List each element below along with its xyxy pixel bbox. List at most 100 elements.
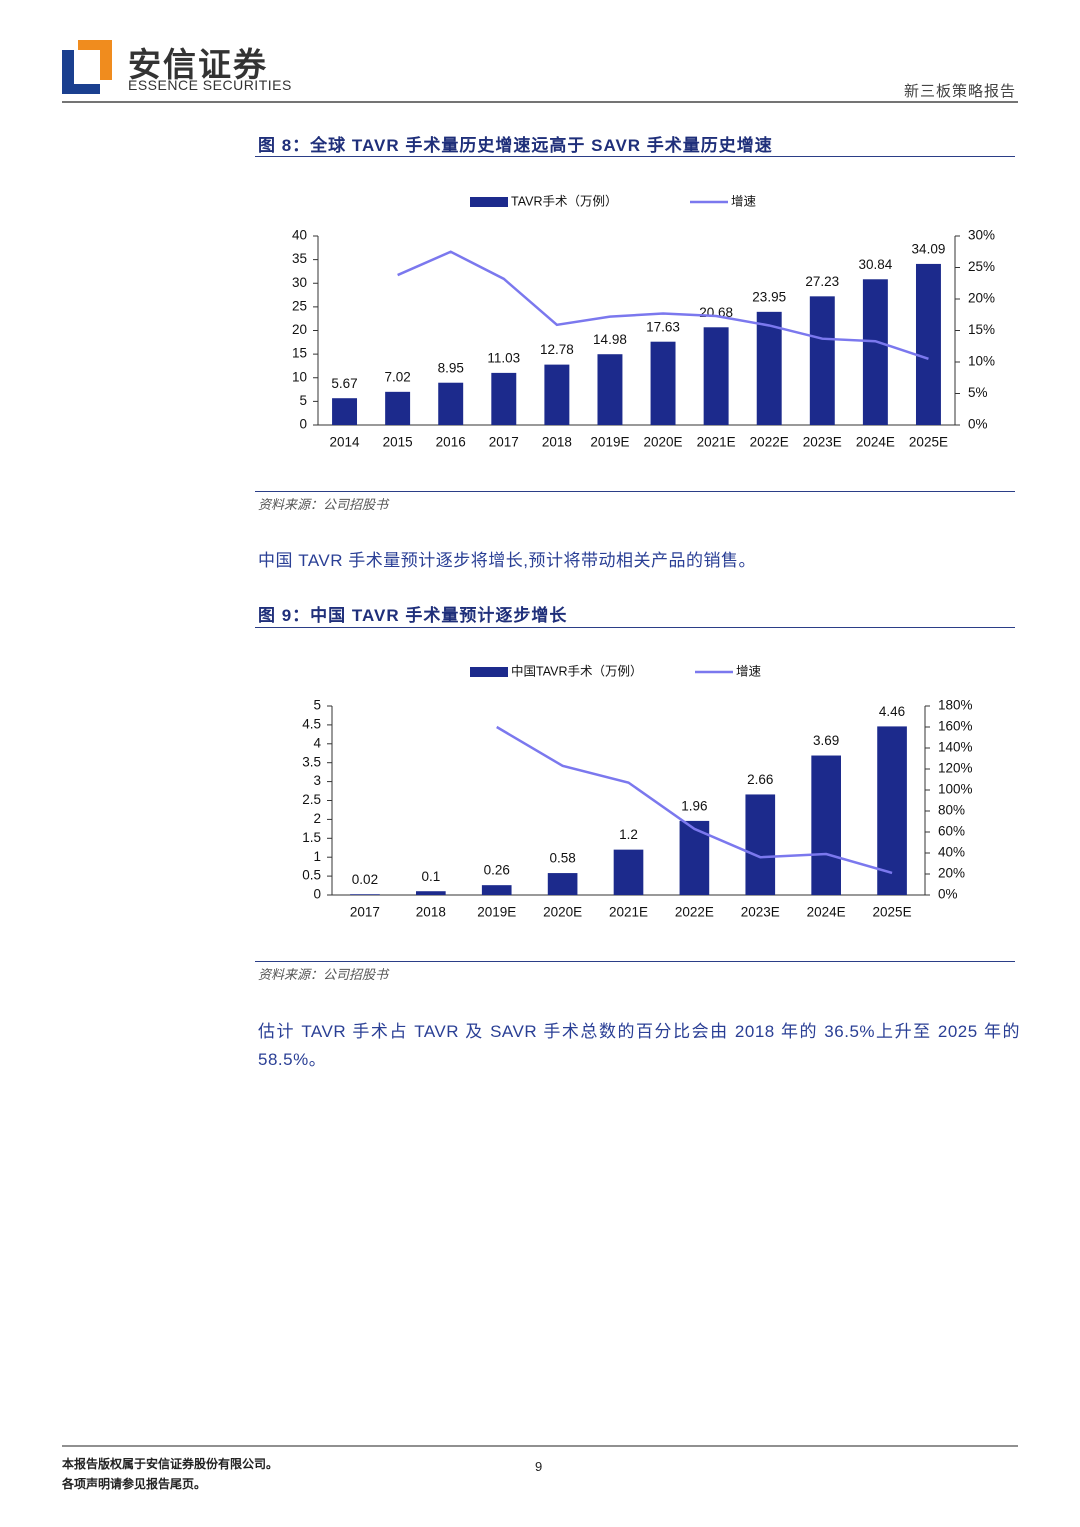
y-tick-label: 20: [292, 322, 307, 337]
source-rule: [255, 491, 1015, 492]
y2-tick-label: 100%: [938, 782, 973, 797]
bar: [385, 391, 411, 425]
bar: [703, 327, 729, 425]
x-tick-label: 2022E: [675, 905, 714, 920]
y2-tick-label: 20%: [938, 866, 965, 881]
bar: [481, 885, 512, 895]
x-tick-label: 2018: [416, 905, 446, 920]
y-tick-label: 1: [313, 849, 321, 864]
x-tick-label: 2019E: [590, 435, 629, 450]
line-series: [397, 250, 929, 361]
legend-label: 增速: [731, 193, 757, 208]
x-tick-label: 2018: [542, 435, 572, 450]
logo-blue: [62, 50, 100, 94]
y2-tick-label: 60%: [938, 824, 965, 839]
x-tick-label: 2023E: [803, 435, 842, 450]
y2-tick-label: 0%: [938, 887, 958, 902]
x-tick-label: 2015: [383, 435, 413, 450]
bar: [547, 873, 578, 895]
data-label: 0.1: [421, 869, 440, 884]
y-tick-label: 0.5: [302, 868, 321, 883]
data-label: 0.58: [549, 851, 575, 866]
figure-source: 资料来源：公司招股书: [258, 967, 389, 982]
data-label: 8.95: [438, 360, 464, 375]
bar: [756, 311, 782, 425]
x-tick-label: 2024E: [807, 905, 846, 920]
bar: [597, 354, 623, 425]
data-label: 30.84: [858, 257, 892, 272]
bar: [745, 794, 776, 895]
data-label: 34.09: [912, 241, 946, 256]
y2-tick-label: 20%: [968, 291, 995, 306]
x-tick-label: 2021E: [609, 905, 648, 920]
y-tick-label: 25: [292, 298, 307, 313]
y-tick-label: 10: [292, 369, 307, 384]
page-number: 9: [535, 1459, 543, 1474]
y2-tick-label: 5%: [968, 385, 988, 400]
data-label: 3.69: [813, 733, 839, 748]
bar: [862, 279, 888, 425]
bar: [416, 891, 446, 895]
bar: [809, 296, 835, 425]
y-tick-label: 40: [292, 228, 307, 243]
data-label: 11.03: [487, 350, 520, 365]
data-label: 14.98: [593, 332, 627, 347]
data-label: 4.46: [879, 704, 905, 719]
figure-caption: 图 8：全球 TAVR 手术量历史增速远高于 SAVR 手术量历史增速: [258, 136, 773, 155]
data-label: 1.96: [681, 798, 707, 813]
legend-swatch: [470, 197, 508, 207]
caption-rule: [255, 156, 1015, 157]
x-tick-label: 2020E: [543, 905, 582, 920]
data-label: 7.02: [384, 369, 410, 384]
x-tick-label: 2023E: [741, 905, 780, 920]
caption-rule: [255, 627, 1015, 628]
data-label: 17.63: [646, 319, 680, 334]
paragraph: 中国 TAVR 手术量预计逐步将增长,预计将带动相关产品的销售。: [258, 551, 756, 570]
footer-disclaimer: 各项声明请参见报告尾页。: [62, 1477, 207, 1491]
data-label: 2.66: [747, 772, 773, 787]
x-tick-label: 2021E: [697, 435, 736, 450]
footer-copyright: 本报告版权属于安信证券股份有限公司。: [62, 1457, 279, 1471]
legend-label: 中国TAVR手术（万例）: [511, 663, 642, 678]
legend-label: 增速: [736, 663, 762, 678]
bar: [332, 398, 358, 425]
bar: [544, 364, 570, 425]
y2-tick-label: 140%: [938, 740, 973, 755]
y2-tick-label: 80%: [938, 803, 965, 818]
data-label: 0.26: [484, 863, 510, 878]
source-rule: [255, 961, 1015, 962]
x-tick-label: 2017: [350, 905, 380, 920]
y2-tick-label: 15%: [968, 322, 995, 337]
data-label: 27.23: [805, 274, 839, 289]
data-label: 5.67: [331, 376, 357, 391]
y2-tick-label: 160%: [938, 719, 973, 734]
bar: [438, 382, 464, 425]
y2-tick-label: 180%: [938, 698, 973, 713]
bar: [613, 849, 644, 895]
y-tick-label: 0: [299, 417, 307, 432]
y2-tick-label: 25%: [968, 259, 995, 274]
line-series: [496, 725, 893, 875]
company-name: 安信证券: [128, 46, 268, 83]
y-tick-label: 4: [313, 735, 321, 750]
data-label: 1.2: [619, 827, 638, 842]
legend-label: TAVR手术（万例）: [511, 194, 617, 208]
bar: [811, 755, 841, 895]
y-tick-label: 30: [292, 275, 307, 290]
y-tick-label: 5: [299, 393, 307, 408]
data-label: 12.78: [540, 342, 574, 357]
data-label: 23.95: [752, 289, 786, 304]
x-tick-label: 2016: [436, 435, 466, 450]
x-tick-label: 2020E: [644, 435, 683, 450]
x-tick-label: 2022E: [750, 435, 789, 450]
y-tick-label: 2.5: [302, 792, 321, 807]
y2-tick-label: 0%: [968, 417, 988, 432]
report-type: 新三板策略报告: [903, 83, 1016, 100]
bar: [650, 341, 676, 425]
y-tick-label: 5: [313, 698, 321, 713]
bar: [350, 894, 380, 895]
y-tick-label: 0: [313, 887, 321, 902]
